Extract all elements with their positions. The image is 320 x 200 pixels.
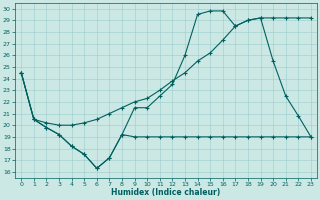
X-axis label: Humidex (Indice chaleur): Humidex (Indice chaleur) [111,188,221,197]
